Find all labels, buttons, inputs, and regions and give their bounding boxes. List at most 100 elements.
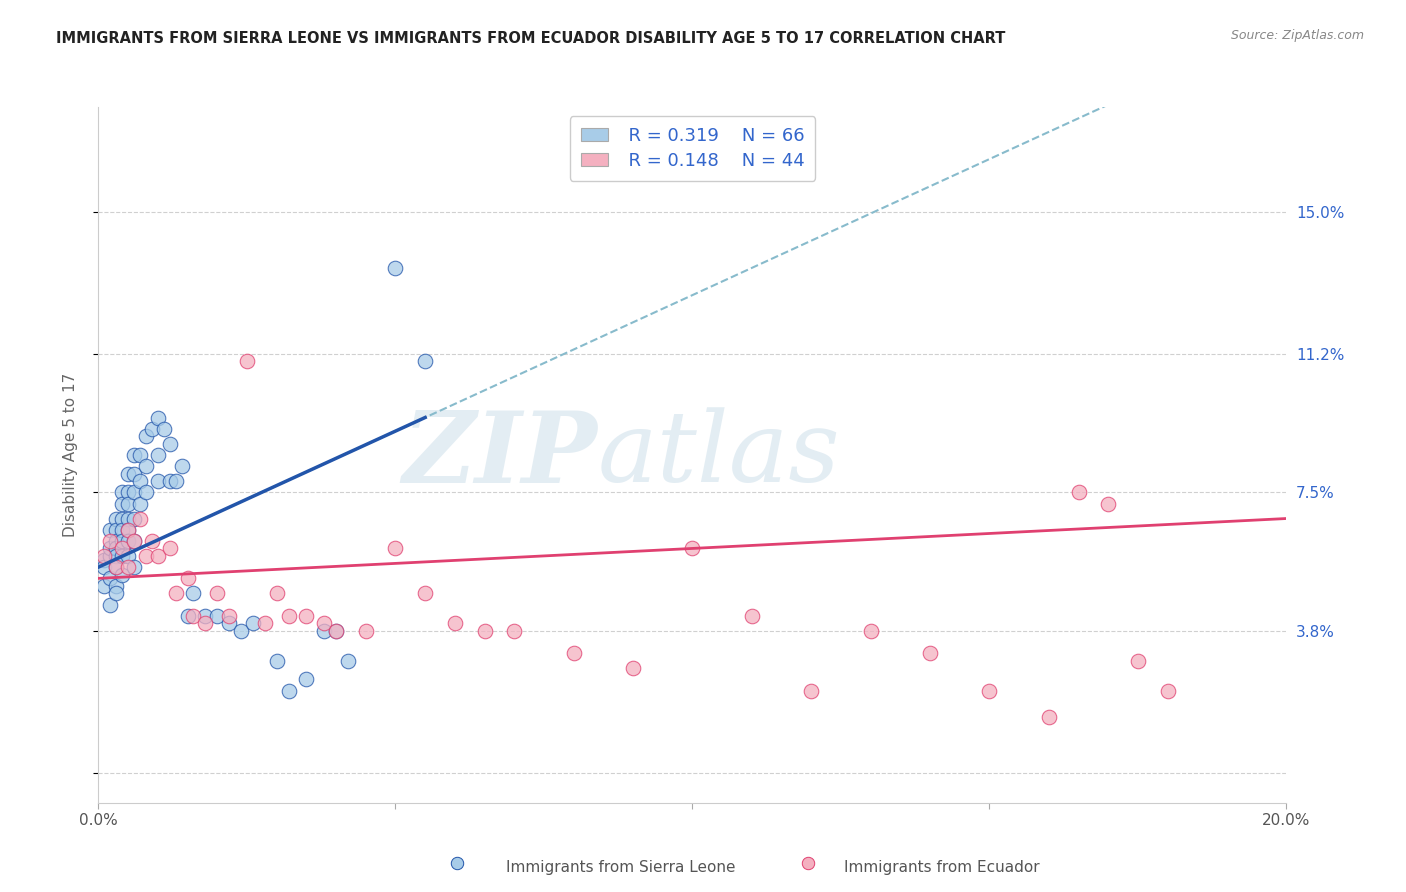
Point <box>183 608 205 623</box>
Point <box>105 560 128 574</box>
Point <box>159 474 181 488</box>
Point <box>93 549 115 563</box>
Point <box>682 541 704 556</box>
Point <box>277 683 299 698</box>
Point <box>93 560 115 574</box>
Point <box>117 467 139 481</box>
Point <box>242 616 264 631</box>
Point <box>111 511 134 525</box>
Point <box>117 549 139 563</box>
Point <box>797 856 820 871</box>
Point <box>105 511 128 525</box>
Point <box>325 624 347 638</box>
Point <box>236 354 259 368</box>
Point <box>384 260 406 275</box>
Text: Source: ZipAtlas.com: Source: ZipAtlas.com <box>1230 29 1364 42</box>
Point <box>141 533 163 548</box>
Point <box>111 567 134 582</box>
Point <box>105 586 128 600</box>
Point <box>111 485 134 500</box>
Point <box>117 523 139 537</box>
Point <box>129 511 152 525</box>
Point <box>159 436 181 450</box>
Point <box>135 429 157 443</box>
Point <box>314 624 336 638</box>
Point <box>129 448 152 462</box>
Point <box>117 523 139 537</box>
Point <box>122 511 145 525</box>
Y-axis label: Disability Age 5 to 17: Disability Age 5 to 17 <box>63 373 77 537</box>
Point <box>218 616 240 631</box>
Point <box>105 541 128 556</box>
Point <box>384 541 406 556</box>
Point <box>122 533 145 548</box>
Text: atlas: atlas <box>598 408 841 502</box>
Point <box>122 560 145 574</box>
Point <box>111 497 134 511</box>
Point <box>122 448 145 462</box>
Point <box>859 624 882 638</box>
Point <box>741 608 763 623</box>
Point <box>413 586 436 600</box>
Point <box>621 661 644 675</box>
Point <box>1067 485 1090 500</box>
Text: ZIP: ZIP <box>402 407 598 503</box>
Point <box>176 571 198 585</box>
Point <box>117 497 139 511</box>
Point <box>146 448 169 462</box>
Point <box>295 673 318 687</box>
Point <box>165 474 187 488</box>
Text: IMMIGRANTS FROM SIERRA LEONE VS IMMIGRANTS FROM ECUADOR DISABILITY AGE 5 TO 17 C: IMMIGRANTS FROM SIERRA LEONE VS IMMIGRAN… <box>56 31 1005 46</box>
Point <box>117 485 139 500</box>
Point <box>117 511 139 525</box>
Point <box>117 533 139 548</box>
Point <box>314 616 336 631</box>
Text: Immigrants from Sierra Leone: Immigrants from Sierra Leone <box>506 860 735 874</box>
Point <box>443 616 465 631</box>
Point <box>135 485 157 500</box>
Point <box>920 646 942 660</box>
Point <box>1156 683 1178 698</box>
Text: Immigrants from Ecuador: Immigrants from Ecuador <box>844 860 1039 874</box>
Point <box>98 571 121 585</box>
Point <box>93 552 115 566</box>
Point <box>336 654 359 668</box>
Point <box>1126 654 1149 668</box>
Point <box>194 608 217 623</box>
Point <box>98 541 121 556</box>
Point <box>129 497 152 511</box>
Point <box>105 533 128 548</box>
Point <box>266 586 288 600</box>
Point <box>800 683 823 698</box>
Point <box>1038 710 1060 724</box>
Point <box>354 624 377 638</box>
Point <box>111 523 134 537</box>
Point <box>446 856 468 871</box>
Point <box>93 579 115 593</box>
Point <box>146 474 169 488</box>
Point <box>146 410 169 425</box>
Point <box>277 608 299 623</box>
Point <box>141 422 163 436</box>
Point <box>129 474 152 488</box>
Point <box>122 485 145 500</box>
Point <box>159 541 181 556</box>
Point <box>98 523 121 537</box>
Point <box>183 586 205 600</box>
Point <box>474 624 496 638</box>
Point <box>122 533 145 548</box>
Point <box>325 624 347 638</box>
Point <box>413 354 436 368</box>
Point <box>170 459 193 474</box>
Point <box>218 608 240 623</box>
Point <box>105 549 128 563</box>
Point <box>135 549 157 563</box>
Point <box>295 608 318 623</box>
Point <box>98 598 121 612</box>
Point <box>146 549 169 563</box>
Point <box>98 533 121 548</box>
Point <box>176 608 198 623</box>
Point <box>194 616 217 631</box>
Point <box>266 654 288 668</box>
Point <box>503 624 526 638</box>
